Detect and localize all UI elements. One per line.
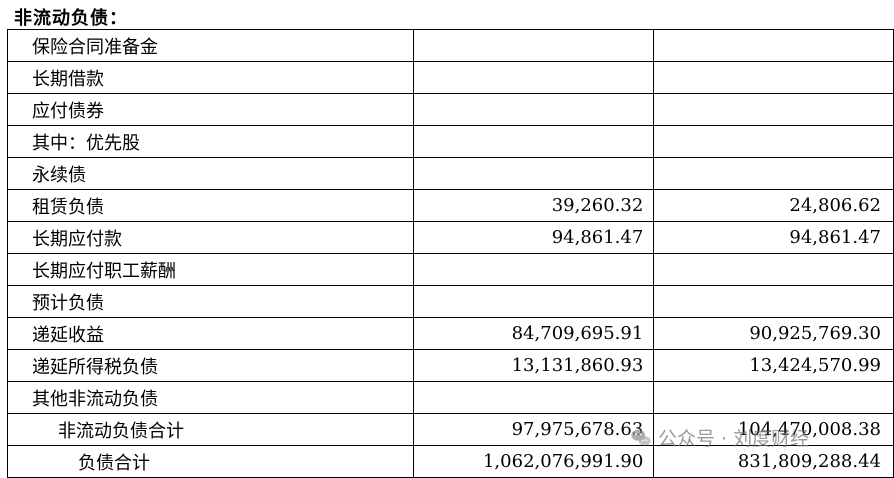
row-label: 长期应付款 [7, 221, 414, 254]
table-row: 递延所得税负债 13,131,860.93 13,424,570.99 [7, 349, 894, 382]
liabilities-table: 保险合同准备金 长期借款 应付债券 其中：优先股 永续债 [7, 29, 894, 478]
prior-period-value [653, 381, 894, 414]
table-row: 保险合同准备金 [7, 29, 894, 62]
prior-period-value [653, 29, 894, 62]
prior-period-value: 90,925,769.30 [653, 317, 894, 350]
current-period-value: 97,975,678.63 [412, 413, 655, 446]
prior-period-value: 94,861.47 [653, 221, 894, 254]
table-row: 负债合计 1,062,076,991.90 831,809,288.44 [7, 445, 894, 478]
current-period-value [412, 285, 655, 318]
table-row: 永续债 [7, 157, 894, 190]
prior-period-value [653, 93, 894, 126]
wechat-icon [631, 429, 651, 446]
table-row: 应付债券 [7, 93, 894, 126]
row-label: 递延所得税负债 [7, 349, 414, 382]
table-row: 其他非流动负债 [7, 381, 894, 414]
table-row: 租赁负债 39,260.32 24,806.62 [7, 189, 894, 222]
table-row: 长期应付款 94,861.47 94,861.47 [7, 221, 894, 254]
table-row: 长期借款 [7, 61, 894, 94]
current-period-value: 13,131,860.93 [412, 349, 655, 382]
current-period-value [412, 93, 655, 126]
row-label: 应付债券 [7, 93, 414, 126]
row-label: 负债合计 [7, 445, 414, 478]
table-row: 非流动负债合计 97,975,678.63 104,470,008.38 [7, 413, 894, 446]
row-label: 递延收益 [7, 317, 414, 350]
current-period-value: 84,709,695.91 [412, 317, 655, 350]
current-period-value [412, 125, 655, 158]
prior-period-value: 831,809,288.44 [653, 445, 894, 478]
row-label: 保险合同准备金 [7, 29, 414, 62]
section-title: 非流动负债： [14, 8, 128, 29]
row-label: 其他非流动负债 [7, 381, 414, 414]
current-period-value: 1,062,076,991.90 [412, 445, 655, 478]
prior-period-value [653, 125, 894, 158]
table-row: 递延收益 84,709,695.91 90,925,769.30 [7, 317, 894, 350]
table-row: 预计负债 [7, 285, 894, 318]
current-period-value [412, 253, 655, 286]
current-period-value: 94,861.47 [412, 221, 655, 254]
current-period-value: 39,260.32 [412, 189, 655, 222]
prior-period-value [653, 157, 894, 190]
current-period-value [412, 61, 655, 94]
row-label: 永续债 [7, 157, 414, 190]
watermark-text: 公众号 · 刘度财经 [658, 428, 810, 450]
row-label: 非流动负债合计 [7, 413, 414, 446]
current-period-value [412, 381, 655, 414]
prior-period-value [653, 61, 894, 94]
table-row: 长期应付职工薪酬 [7, 253, 894, 286]
row-label: 长期借款 [7, 61, 414, 94]
watermark: 公众号 · 刘度财经 [630, 424, 809, 451]
row-label: 租赁负债 [7, 189, 414, 222]
row-label: 长期应付职工薪酬 [7, 253, 414, 286]
prior-period-value [653, 285, 894, 318]
row-label: 预计负债 [7, 285, 414, 318]
current-period-value [412, 29, 655, 62]
prior-period-value: 24,806.62 [653, 189, 894, 222]
prior-period-value: 13,424,570.99 [653, 349, 894, 382]
current-period-value [412, 157, 655, 190]
row-label: 其中：优先股 [7, 125, 414, 158]
table-row: 其中：优先股 [7, 125, 894, 158]
prior-period-value [653, 253, 894, 286]
